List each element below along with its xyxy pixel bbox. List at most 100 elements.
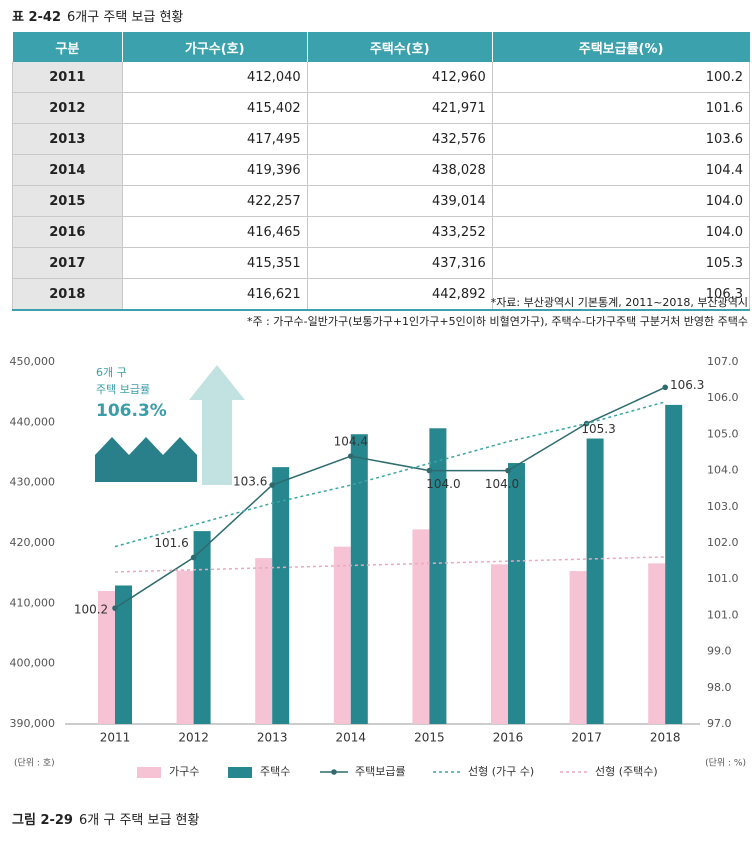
bar — [586, 438, 604, 724]
trend-line — [114, 401, 666, 548]
data-label: 104.0 — [426, 477, 460, 491]
data-label: 106.3 — [670, 378, 704, 392]
rate-point — [426, 467, 433, 474]
rate-line — [114, 386, 666, 609]
cell: 2015 — [12, 185, 123, 217]
data-label: 104.0 — [485, 477, 519, 491]
legend-swatch — [228, 767, 252, 778]
y-tick-label: 410,000 — [10, 596, 56, 609]
data-label: 101.6 — [154, 536, 188, 550]
legend-label: 선형 (가구 수) — [468, 765, 534, 778]
cell: 104.4 — [491, 154, 751, 186]
legend-label: 주택보급률 — [355, 765, 406, 778]
cell: 104.0 — [491, 185, 751, 217]
data-label: 100.2 — [74, 603, 108, 617]
y-tick-label: 440,000 — [10, 415, 56, 428]
x-tick-label: 2018 — [650, 731, 681, 745]
cell: 419,396 — [121, 154, 308, 186]
cell: 103.6 — [491, 123, 751, 155]
cell: 2012 — [12, 92, 123, 124]
legend-label: 선형 (주택수) — [595, 765, 658, 778]
bar — [193, 531, 211, 724]
y2-tick-label: 101.0 — [707, 572, 739, 585]
y2-unit: (단위 : %) — [705, 758, 746, 769]
header-cell: 주택보급률(%) — [491, 32, 750, 62]
cell: 100.2 — [491, 62, 751, 93]
annotation: 주택 보급률 — [96, 383, 150, 396]
y2-tick-label: 98.0 — [707, 681, 732, 694]
bar — [98, 591, 115, 724]
caption-title: 6개구 주택 보급 현황 — [67, 10, 184, 25]
legend-label: 주택수 — [260, 765, 290, 778]
y2-tick-label: 105.0 — [707, 427, 739, 440]
y-tick-label: 420,000 — [10, 536, 56, 549]
header-cell: 구분 — [12, 32, 123, 62]
arrow-icon — [189, 365, 245, 485]
cell: 412,040 — [121, 62, 308, 93]
table-caption: 표 2-42 6개구 주택 보급 현황 — [12, 6, 183, 25]
y-unit: (단위 : 호) — [14, 758, 55, 769]
cell: 417,495 — [121, 123, 308, 155]
bar — [648, 563, 666, 724]
bar — [569, 571, 587, 724]
cell: 442,892 — [306, 278, 493, 311]
cell: 101.6 — [491, 92, 751, 124]
row: 2018 416,621 442,892 106.3 — [12, 278, 751, 311]
cell: 432,576 — [306, 123, 493, 155]
legend-label: 가구수 — [169, 765, 199, 778]
bar — [115, 585, 132, 724]
source-note: *자료: 부산광역시 기본통계, 2011~2018, 부산광역시 — [490, 296, 748, 309]
legend-swatch — [331, 769, 337, 775]
annotation: 6개 구 — [96, 366, 127, 379]
cell: 422,257 — [121, 185, 308, 217]
cell: 421,971 — [306, 92, 493, 124]
bar — [176, 570, 194, 724]
legend-swatch — [137, 767, 161, 778]
y2-tick-label: 99.0 — [707, 645, 732, 658]
cell: 106.3 — [491, 278, 751, 311]
cell: 433,252 — [306, 216, 493, 248]
figure-caption: 그림 2-29 6개 구 주택 보급 현황 — [12, 809, 199, 828]
cell: 415,402 — [121, 92, 308, 124]
rate-point — [505, 467, 511, 474]
bar — [412, 529, 430, 724]
y2-tick-label: 103.0 — [707, 500, 739, 513]
cell: 104.0 — [491, 216, 751, 248]
cell: 412,960 — [306, 62, 493, 93]
y2-tick-label: 107.0 — [707, 355, 739, 368]
row: 2013 417,495 432,576 103.6 — [12, 123, 751, 155]
annotation-value: 106.3% — [96, 401, 167, 421]
rate-point — [662, 384, 668, 391]
caption-label: 표 2-42 — [12, 10, 62, 25]
caption-label: 그림 2-29 — [12, 813, 73, 828]
bar — [350, 434, 368, 724]
y2-tick-label: 101.0 — [707, 608, 739, 621]
caption-title: 6개 구 주택 보급 현황 — [78, 813, 200, 828]
bar — [665, 404, 683, 724]
x-tick-label: 2011 — [100, 731, 131, 745]
row: 2014 419,396 438,028 104.4 — [12, 154, 751, 186]
trend-line — [114, 556, 666, 573]
cell: 439,014 — [306, 185, 493, 217]
cell: 416,465 — [121, 216, 308, 248]
bar — [272, 467, 290, 724]
y2-tick-label: 104.0 — [707, 464, 739, 477]
data-label: 103.6 — [233, 475, 267, 489]
y2-tick-label: 97.0 — [707, 717, 732, 730]
bar — [429, 428, 447, 724]
y-tick-label: 450,000 — [10, 355, 56, 368]
x-tick-label: 2012 — [178, 731, 209, 745]
y2-tick-label: 102.0 — [707, 536, 739, 549]
row: 2017 415,351 437,316 105.3 — [12, 247, 751, 279]
cell: 105.3 — [491, 247, 751, 279]
x-tick-label: 2016 — [493, 731, 524, 745]
row: 2011 412,040 412,960 100.2 — [12, 62, 751, 93]
rate-point — [348, 453, 354, 459]
x-tick-label: 2013 — [257, 731, 288, 745]
cell: 438,028 — [306, 154, 493, 186]
row: 2016 416,465 433,252 104.0 — [12, 216, 751, 248]
row: 2012 415,402 421,971 101.6 — [12, 92, 751, 124]
header-cell: 주택수(호) — [306, 32, 493, 62]
